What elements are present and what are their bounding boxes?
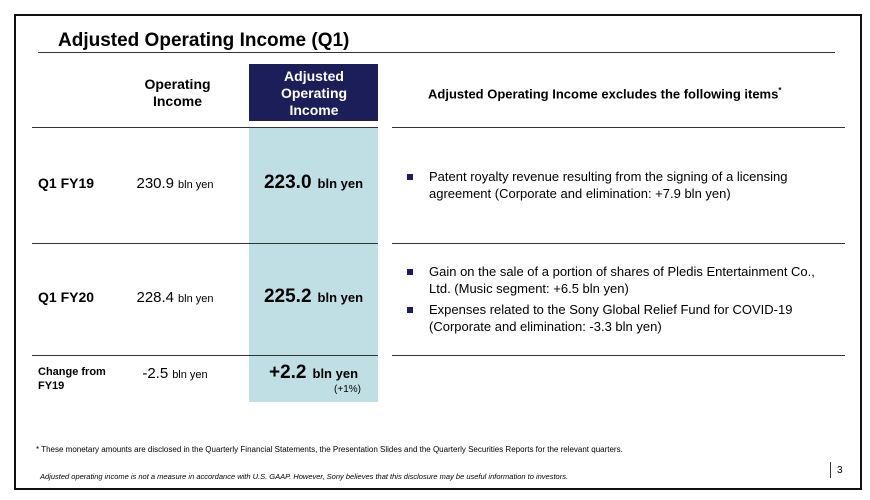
title-rule	[38, 52, 835, 53]
unit: bln yen	[317, 290, 364, 305]
row: Q1 FY19 230.9 bln yen 223.0 bln yen Patent ro…	[0, 127, 870, 243]
value: 230.9	[136, 175, 175, 192]
items: Gain on the sale of a portion of shares …	[405, 243, 835, 355]
bullet	[407, 307, 413, 313]
value: 223.0	[263, 172, 312, 193]
row-rule	[32, 355, 378, 356]
column-header: Adjusted Operating Income excludes the f…	[428, 86, 781, 101]
value: -2.5	[142, 365, 169, 382]
bullet-text: Patent royalty revenue resulting from th…	[429, 169, 788, 201]
value: 225.2	[263, 286, 312, 307]
change-note: (+1%)	[334, 384, 361, 395]
title: Adjusted Operating Income (Q1)	[58, 30, 350, 51]
row-rule	[392, 127, 845, 128]
unit: bln yen	[172, 369, 208, 381]
row-label: Change from FY19	[38, 366, 106, 392]
note-mark: *	[778, 86, 782, 95]
unit: bln yen	[312, 366, 359, 381]
operating-cell: -2.5 bln yen	[110, 365, 240, 383]
bullet-text: Gain on the sale of a portion of shares …	[429, 264, 815, 296]
unit: bln yen	[178, 293, 214, 305]
bullet-item: Patent royalty revenue resulting from th…	[405, 168, 835, 202]
operating-cell: 230.9 bln yen	[110, 175, 240, 193]
value: 228.4	[136, 289, 175, 306]
unit: bln yen	[317, 176, 364, 191]
row: Change from FY19 -2.5 bln yen +2.2 bln yen (+…	[0, 355, 870, 402]
adjusted-cell: 225.2 bln yen	[249, 286, 378, 308]
bullet-item: Expenses related to the Sony Global Reli…	[405, 301, 835, 335]
adjusted-header-bg	[249, 64, 378, 121]
row-rule	[392, 355, 845, 356]
adjusted-cell: 223.0 bln yen	[249, 172, 378, 194]
slide-border	[14, 14, 862, 490]
footnote: * These monetary amounts are disclosed i…	[36, 445, 623, 454]
adjusted-cell: +2.2 bln yen	[249, 362, 378, 384]
footnote: Adjusted operating income is not a measu…	[40, 472, 569, 481]
unit: bln yen	[178, 179, 214, 191]
row-label: Q1 FY20	[38, 289, 95, 305]
row-rule	[32, 127, 378, 128]
page-number: 3	[837, 465, 843, 476]
column-header-text: Adjusted Operating Income excludes the f…	[428, 86, 779, 102]
adjusted-column-bg	[249, 127, 378, 402]
value: +2.2	[268, 362, 307, 383]
column-header: Adjusted Operating Income	[280, 68, 348, 118]
operating-cell: 228.4 bln yen	[110, 289, 240, 307]
row-label: Q1 FY19	[38, 175, 95, 191]
items: Patent royalty revenue resulting from th…	[405, 127, 835, 243]
bullet-text: Expenses related to the Sony Global Reli…	[429, 302, 793, 334]
row-rule	[392, 243, 845, 244]
page-divider	[830, 462, 831, 478]
column-header: Operating Income	[144, 76, 211, 109]
bullet-item: Gain on the sale of a portion of shares …	[405, 263, 835, 297]
bullet	[407, 174, 413, 180]
bullet	[407, 269, 413, 275]
row: Q1 FY20 228.4 bln yen 225.2 bln yen Gain on t…	[0, 243, 870, 355]
row-rule	[32, 243, 378, 244]
